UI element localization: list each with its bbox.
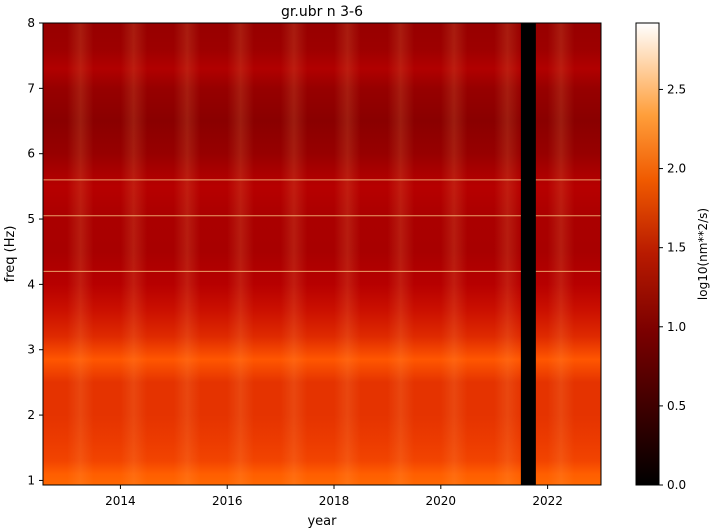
y-tick-label: 7	[27, 81, 35, 95]
plot-area	[43, 23, 601, 485]
colorbar-tick-label: 1.5	[667, 241, 686, 255]
y-tick-label: 4	[27, 277, 35, 291]
colorbar-tick-label: 0.0	[667, 478, 686, 492]
y-tick-label: 8	[27, 16, 35, 30]
x-tick-label: 2022	[532, 494, 563, 508]
colorbar-gradient	[635, 22, 660, 486]
x-tick-label: 2018	[319, 494, 350, 508]
y-tick-label: 5	[27, 212, 35, 226]
colorbar: 0.0 0.5 1.0 1.5 2.0 2.5 log10(nm**2/s)	[635, 22, 710, 492]
x-axis-label: year	[307, 514, 337, 529]
colorbar-tick-label: 2.5	[667, 82, 686, 96]
colorbar-tick-label: 2.0	[667, 162, 686, 176]
x-tick-label: 2016	[212, 494, 243, 508]
colorbar-tick-label: 1.0	[667, 320, 686, 334]
x-tick-label: 2014	[105, 494, 136, 508]
y-tick-label: 1	[27, 473, 35, 487]
chart-title: gr.ubr n 3-6	[281, 4, 363, 20]
colorbar-label: log10(nm**2/s)	[696, 208, 710, 300]
x-tick-label: 2020	[426, 494, 457, 508]
seasonal-modulation	[43, 23, 601, 485]
y-tick-label: 6	[27, 147, 35, 161]
y-axis-label: freq (Hz)	[3, 226, 18, 283]
colorbar-tick-label: 0.5	[667, 399, 686, 413]
y-tick-label: 2	[27, 408, 35, 422]
data-gap	[520, 23, 536, 485]
y-tick-label: 3	[27, 343, 35, 357]
plot-frame	[42, 22, 602, 486]
